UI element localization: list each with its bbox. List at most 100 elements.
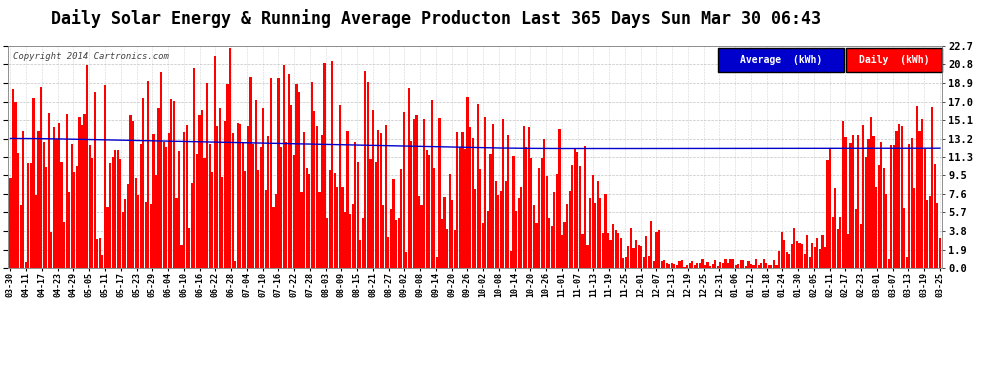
Bar bbox=[840, 217, 842, 268]
Bar bbox=[641, 246, 643, 268]
Bar bbox=[356, 162, 358, 268]
Bar bbox=[806, 236, 808, 268]
Bar bbox=[15, 102, 17, 268]
Bar bbox=[919, 130, 921, 268]
Bar bbox=[267, 136, 269, 268]
Bar bbox=[722, 263, 724, 268]
Bar bbox=[832, 217, 834, 268]
Bar bbox=[466, 98, 468, 268]
Bar bbox=[50, 232, 52, 268]
Bar bbox=[125, 199, 127, 268]
Bar bbox=[842, 120, 844, 268]
Bar bbox=[52, 127, 55, 268]
Bar bbox=[324, 63, 326, 268]
Bar bbox=[405, 252, 407, 268]
Bar bbox=[387, 237, 389, 268]
Bar bbox=[500, 190, 502, 268]
Bar bbox=[398, 217, 400, 268]
Bar bbox=[704, 265, 706, 268]
Bar bbox=[673, 264, 675, 268]
Bar bbox=[888, 259, 890, 268]
Bar bbox=[571, 165, 573, 268]
Bar bbox=[561, 236, 563, 268]
Bar bbox=[890, 145, 893, 268]
Bar bbox=[426, 150, 428, 268]
Bar bbox=[622, 258, 625, 268]
Bar bbox=[620, 238, 622, 268]
Bar bbox=[282, 65, 285, 268]
Bar bbox=[439, 118, 441, 268]
Bar bbox=[413, 119, 415, 268]
Bar bbox=[811, 243, 814, 268]
Bar bbox=[418, 195, 420, 268]
Bar bbox=[883, 168, 885, 268]
Bar bbox=[232, 133, 234, 268]
Bar bbox=[364, 71, 366, 268]
Bar bbox=[760, 262, 762, 268]
Bar bbox=[683, 267, 686, 268]
Bar bbox=[740, 260, 742, 268]
Bar bbox=[545, 176, 547, 268]
Bar bbox=[308, 174, 310, 268]
Bar bbox=[770, 265, 772, 268]
Bar bbox=[586, 246, 589, 268]
Bar bbox=[681, 261, 683, 268]
Bar bbox=[135, 178, 137, 268]
Bar bbox=[581, 234, 583, 268]
Bar bbox=[143, 98, 145, 268]
Bar bbox=[346, 131, 348, 268]
Bar bbox=[939, 238, 941, 268]
Bar bbox=[625, 257, 627, 268]
Bar bbox=[689, 263, 691, 268]
Bar bbox=[410, 141, 413, 268]
Bar bbox=[222, 177, 224, 268]
Bar bbox=[602, 233, 604, 268]
Bar bbox=[755, 259, 757, 268]
Bar bbox=[326, 217, 329, 268]
Bar bbox=[377, 130, 379, 268]
Bar bbox=[694, 266, 696, 268]
FancyBboxPatch shape bbox=[846, 48, 942, 72]
Bar bbox=[57, 123, 60, 268]
Bar bbox=[502, 119, 504, 268]
Bar bbox=[245, 171, 247, 268]
Bar bbox=[78, 117, 80, 268]
Bar bbox=[180, 245, 182, 268]
Bar bbox=[822, 235, 824, 268]
Bar bbox=[663, 260, 665, 268]
Bar bbox=[732, 259, 735, 268]
Bar bbox=[786, 252, 788, 268]
Bar bbox=[101, 255, 104, 268]
Bar bbox=[431, 100, 433, 268]
Bar bbox=[152, 134, 154, 268]
Bar bbox=[198, 114, 201, 268]
Bar bbox=[88, 146, 91, 268]
Bar bbox=[12, 89, 14, 268]
Bar bbox=[857, 135, 859, 268]
Bar bbox=[515, 210, 517, 268]
Bar bbox=[68, 192, 70, 268]
Bar bbox=[804, 254, 806, 268]
Bar bbox=[678, 261, 680, 268]
Bar bbox=[104, 86, 106, 268]
Bar bbox=[428, 154, 431, 268]
Bar bbox=[471, 138, 474, 268]
Text: Daily Solar Energy & Running Average Producton Last 365 Days Sun Mar 30 06:43: Daily Solar Energy & Running Average Pro… bbox=[50, 9, 821, 28]
Bar bbox=[249, 76, 251, 268]
Bar bbox=[451, 200, 453, 268]
Bar bbox=[81, 125, 83, 268]
Bar bbox=[35, 195, 37, 268]
Bar bbox=[196, 154, 198, 268]
Bar bbox=[814, 246, 816, 268]
Bar bbox=[525, 147, 528, 268]
Bar bbox=[83, 114, 85, 268]
Bar bbox=[262, 108, 264, 268]
Bar bbox=[372, 110, 374, 268]
Bar bbox=[434, 168, 436, 268]
Bar bbox=[211, 172, 213, 268]
Bar bbox=[175, 198, 177, 268]
Bar bbox=[334, 173, 336, 268]
Bar bbox=[607, 233, 609, 268]
Bar bbox=[916, 106, 918, 268]
Text: Copyright 2014 Cartronics.com: Copyright 2014 Cartronics.com bbox=[13, 53, 168, 62]
